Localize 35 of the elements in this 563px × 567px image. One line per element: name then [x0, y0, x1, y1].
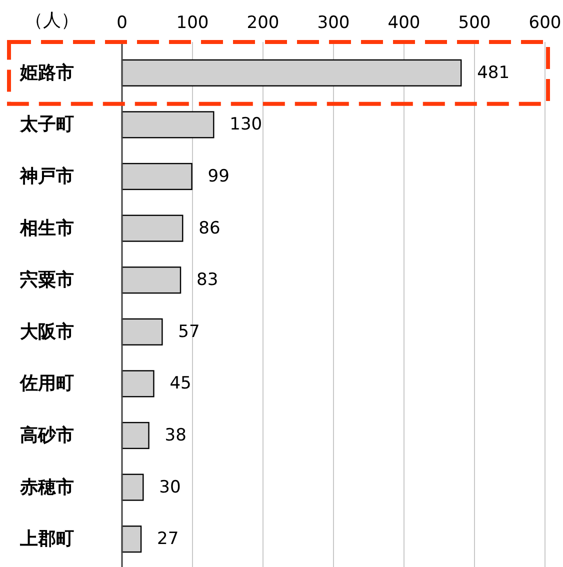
y-tick-label: 相生市 [19, 218, 74, 239]
bar [121, 214, 184, 242]
x-tick-label: 400 [388, 13, 420, 33]
data-label: 38 [164, 426, 186, 446]
x-tick-label: 600 [528, 13, 562, 33]
data-label: 99 [208, 166, 230, 186]
data-label: 83 [196, 270, 218, 290]
y-tick-label: 佐用町 [19, 373, 74, 394]
y-tick-label: 赤穂市 [19, 476, 74, 498]
y-tick-label: 宍粟市 [19, 270, 74, 291]
y-tick-label: 姫路市 [19, 62, 74, 84]
data-label: 130 [230, 114, 262, 135]
bar [121, 526, 142, 553]
bar [121, 422, 150, 450]
data-label: 481 [477, 62, 510, 83]
y-tick-label: 上郡町 [19, 528, 74, 550]
bar [121, 474, 144, 501]
y-tick-label: 神戸市 [19, 166, 74, 187]
y-tick-label: 太子町 [19, 114, 74, 136]
data-label: 57 [178, 322, 200, 342]
bar [121, 318, 163, 346]
data-label: 30 [159, 477, 181, 498]
x-tick-label: 200 [246, 13, 280, 33]
y-tick-label: 大阪市 [19, 321, 74, 342]
data-label: 27 [157, 529, 179, 550]
bar [121, 370, 154, 398]
bar [121, 266, 182, 294]
data-label: 86 [198, 218, 220, 238]
x-tick-label: 500 [458, 13, 491, 33]
x-axis-title: （人） [25, 10, 79, 31]
x-tick-label: 100 [176, 13, 209, 33]
data-label: 45 [170, 374, 192, 394]
x-tick-label: 300 [317, 13, 350, 33]
x-tick-label: 0 [116, 13, 128, 33]
y-tick-label: 高砂市 [20, 425, 74, 446]
